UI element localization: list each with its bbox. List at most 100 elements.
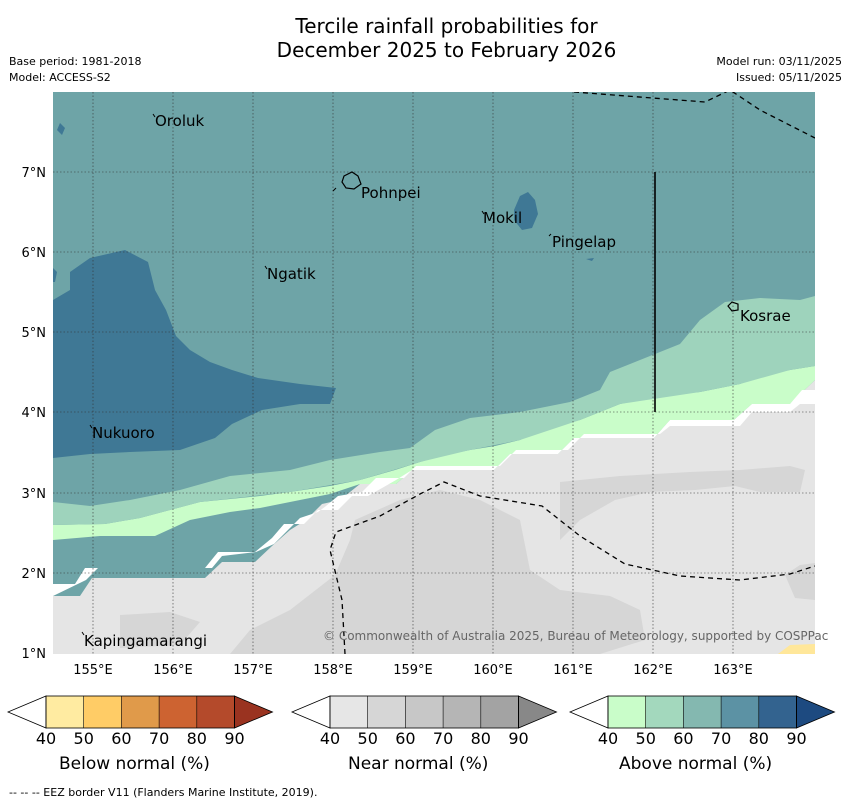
lon-tick: 156°E [153, 663, 193, 678]
above-colorbar-segment [608, 696, 646, 728]
near-colorbar-segment [330, 696, 368, 728]
lon-tick: 157°E [233, 663, 273, 678]
near-colorbar-tick: 80 [471, 729, 491, 748]
eez-borders [329, 92, 815, 654]
above-colorbar-segment [683, 696, 722, 728]
region-above-80-pingelap [586, 258, 594, 261]
above-colorbar-tick: 40 [598, 729, 618, 748]
above-colorbar-segment [645, 696, 684, 728]
base-period: Base period: 1981-2018 [9, 55, 142, 68]
place-oroluk: Oroluk [155, 112, 204, 130]
lat-tick-labels: 7°N 6°N 5°N 4°N 3°N 2°N 1°N [22, 166, 47, 662]
above-colorbar-max-arrow [796, 695, 836, 729]
lon-tick-labels: 155°E 156°E 157°E 158°E 159°E 160°E 161°… [73, 663, 753, 678]
lon-tick: 159°E [393, 663, 433, 678]
lat-tick: 2°N [22, 567, 47, 582]
lat-tick: 4°N [22, 406, 47, 421]
chart-title: Tercile rainfall probabilities for Decem… [0, 14, 850, 62]
copyright-text: © Commonwealth of Australia 2025, Bureau… [323, 629, 828, 643]
near-colorbar-min-arrow [290, 695, 331, 729]
title-line-2: December 2025 to February 2026 [276, 38, 617, 62]
below-colorbar-tick: 90 [224, 729, 244, 748]
below-colorbar-segment [159, 696, 197, 728]
above-colorbar-tick: 50 [636, 729, 656, 748]
lon-tick: 161°E [553, 663, 593, 678]
below-colorbar-min-arrow [6, 695, 47, 729]
title-line-1: Tercile rainfall probabilities for [295, 14, 598, 38]
lon-tick: 160°E [473, 663, 513, 678]
place-ngatik: Ngatik [267, 265, 316, 283]
pohnpei-small-mark [332, 187, 337, 192]
region-above-80 [53, 250, 336, 458]
below-colorbar-tick: 80 [187, 729, 207, 748]
kosrae-island [727, 301, 739, 312]
region-near-50 [560, 466, 805, 540]
near-colorbar-segment [480, 696, 519, 728]
above-colorbar-segment [758, 696, 797, 728]
region-above-80-w [53, 268, 57, 282]
below-colorbar-max-arrow [234, 695, 274, 729]
footer-note: -- -- -- EEZ border V11 (Flanders Marine… [9, 786, 318, 799]
place-kosrae: Kosrae [740, 307, 791, 325]
meta-left: Base period: 1981-2018 Model: ACCESS-S2 [9, 54, 141, 86]
below-colorbar-tick: 60 [111, 729, 131, 748]
above-colorbar-tick: 90 [786, 729, 806, 748]
issued-date: Issued: 05/11/2025 [735, 71, 842, 84]
model-name: Model: ACCESS-S2 [9, 71, 111, 84]
region-near-50b [230, 490, 645, 654]
near-colorbar-segment [367, 696, 406, 728]
map-fill-layer [53, 92, 815, 654]
above-colorbar-tick: 60 [673, 729, 693, 748]
below-colorbar-segment [46, 696, 84, 728]
near-colorbar-segment [443, 696, 481, 728]
lat-tick: 7°N [22, 166, 47, 181]
model-run: Model run: 03/11/2025 [716, 55, 842, 68]
region-near-50d [120, 612, 200, 648]
lon-tick: 162°E [633, 663, 673, 678]
lat-tick: 5°N [22, 326, 47, 341]
region-above-60 [53, 296, 815, 525]
above-colorbar-segment [721, 696, 759, 728]
lat-tick: 3°N [22, 487, 47, 502]
near-colorbar-segment [405, 696, 444, 728]
meta-right: Model run: 03/11/2025 Issued: 05/11/2025 [716, 54, 842, 86]
lat-tick: 1°N [22, 647, 47, 662]
above-colorbar-min-arrow [568, 695, 609, 729]
region-near-50c [785, 563, 815, 600]
region-above-50 [53, 366, 815, 540]
place-labels: Oroluk Pohnpei Mokil Pingelap Ngatik Kos… [81, 112, 791, 650]
near-colorbar-tick: 70 [433, 729, 453, 748]
place-pohnpei: Pohnpei [361, 184, 421, 202]
lat-tick: 6°N [22, 246, 47, 261]
near-colorbar-tick: 90 [508, 729, 528, 748]
near-normal-title: Near normal (%) [348, 754, 489, 774]
below-colorbar-tick: 70 [149, 729, 169, 748]
above-normal-title: Above normal (%) [619, 754, 773, 774]
near-colorbar-tick: 40 [320, 729, 340, 748]
below-colorbar-tick: 50 [74, 729, 94, 748]
below-colorbar-segment [83, 696, 122, 728]
place-pingelap: Pingelap [552, 233, 616, 251]
region-above-80-mokil [514, 192, 538, 230]
gridlines [53, 92, 815, 654]
lon-tick: 155°E [73, 663, 113, 678]
pohnpei-island [341, 171, 362, 190]
lon-tick: 158°E [313, 663, 353, 678]
above-colorbar-tick: 70 [711, 729, 731, 748]
region-above-80-nw [57, 123, 65, 135]
place-kapingamarangi: Kapingamarangi [84, 632, 207, 650]
colorbars: 40 50 60 70 80 90 40 50 60 70 80 90 40 50 60 70 80 90 [6, 695, 836, 748]
place-mokil: Mokil [483, 209, 522, 227]
below-colorbar-tick: 40 [36, 729, 56, 748]
above-colorbar-tick: 80 [749, 729, 769, 748]
near-colorbar-tick: 60 [395, 729, 415, 748]
below-colorbar-segment [121, 696, 160, 728]
below-normal-title: Below normal (%) [59, 754, 210, 774]
near-colorbar-tick: 50 [358, 729, 378, 748]
near-colorbar-max-arrow [518, 695, 558, 729]
place-nukuoro: Nukuoro [92, 424, 155, 442]
region-below-50 [778, 644, 815, 654]
below-colorbar-segment [196, 696, 235, 728]
lon-tick: 163°E [713, 663, 753, 678]
